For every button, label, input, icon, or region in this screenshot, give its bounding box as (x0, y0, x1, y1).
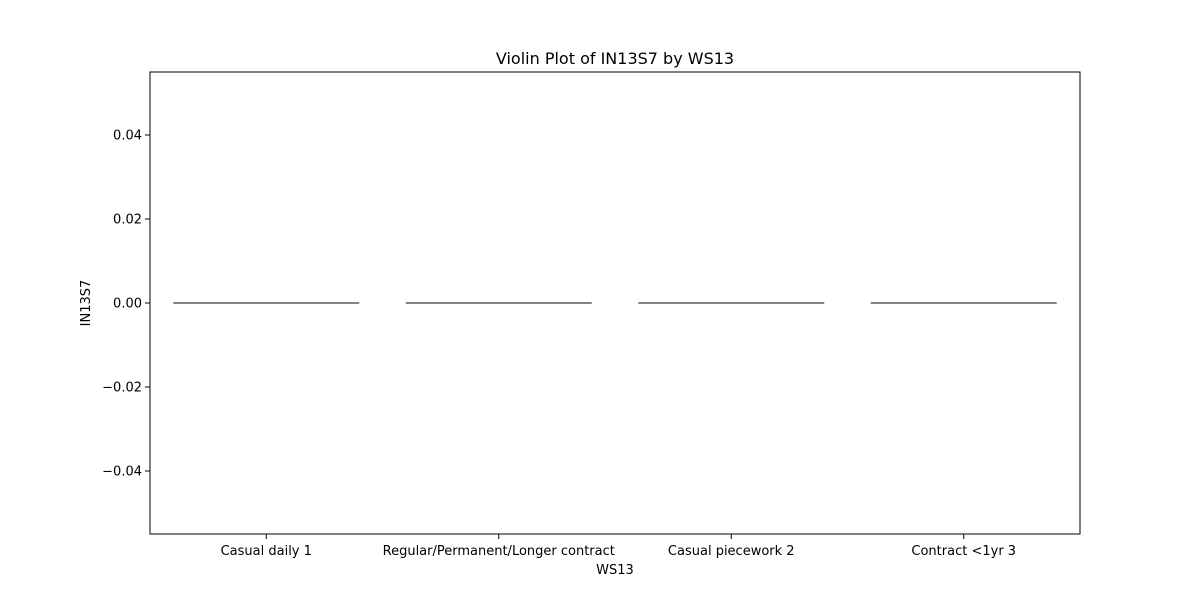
y-axis-label: IN13S7 (79, 280, 94, 327)
y-axis: 0.04 0.02 0.00 −0.02 −0.04 (102, 129, 150, 480)
x-tick-label: Casual daily 1 (221, 544, 312, 559)
x-tick-label: Casual piecework 2 (668, 544, 795, 559)
y-tick-label: −0.04 (102, 465, 142, 480)
x-tick-label: Regular/Permanent/Longer contract (383, 544, 615, 559)
x-axis: Casual daily 1 Regular/Permanent/Longer c… (221, 534, 1016, 559)
y-tick-label: 0.02 (113, 213, 142, 228)
x-axis-label: WS13 (596, 563, 634, 578)
y-tick-label: −0.02 (102, 381, 142, 396)
y-tick-label: 0.00 (113, 297, 142, 312)
chart-title: Violin Plot of IN13S7 by WS13 (496, 49, 734, 68)
x-tick-label: Contract <1yr 3 (911, 544, 1016, 559)
y-tick-label: 0.04 (113, 129, 142, 144)
